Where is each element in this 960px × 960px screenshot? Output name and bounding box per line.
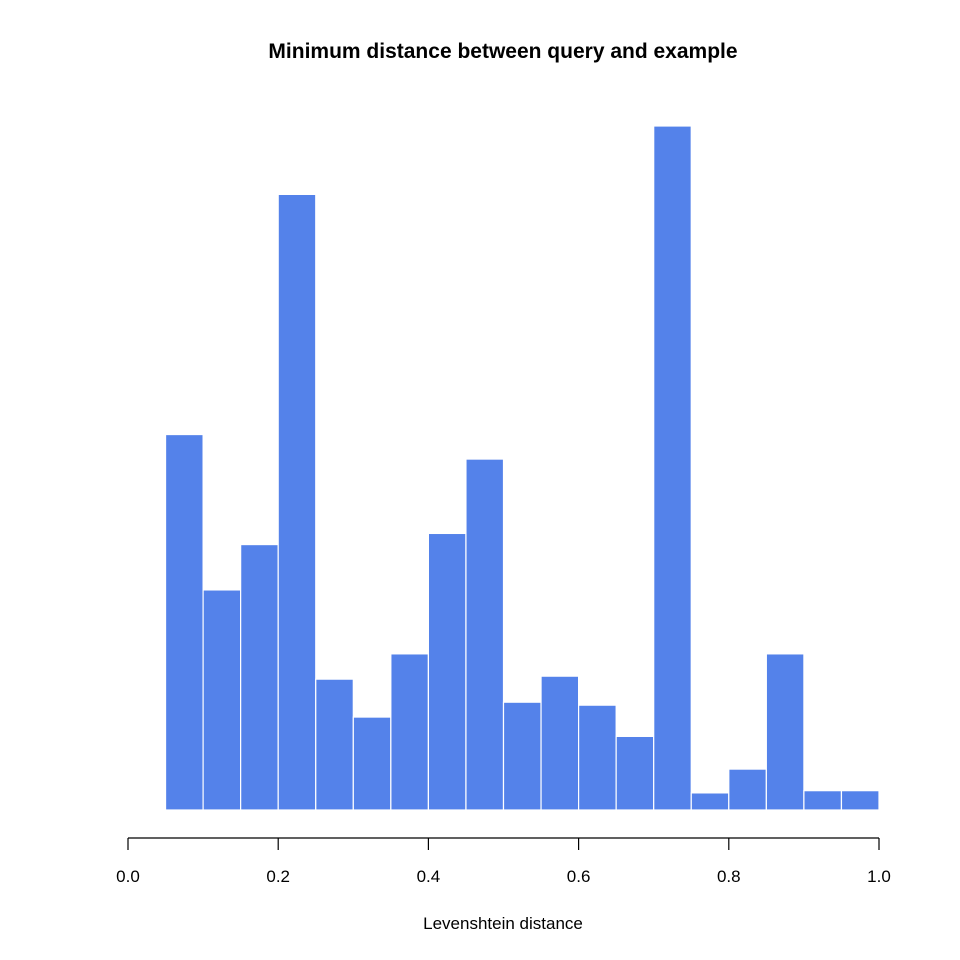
- histogram-bar: [653, 125, 692, 811]
- histogram-bar: [277, 193, 317, 811]
- histogram-bar: [315, 678, 354, 811]
- x-tick-label: 0.4: [417, 867, 441, 886]
- histogram-bar: [577, 704, 617, 811]
- histogram-bar: [240, 543, 279, 811]
- histogram-bar: [690, 792, 730, 811]
- x-tick-label: 1.0: [867, 867, 891, 886]
- histogram-bar: [840, 790, 880, 811]
- bars-group: [127, 125, 880, 811]
- histogram-bar: [615, 735, 655, 811]
- x-tick-label: 0.6: [567, 867, 591, 886]
- histogram-bar: [465, 458, 505, 811]
- histogram-bar: [502, 701, 542, 811]
- x-tick-label: 0.0: [116, 867, 140, 886]
- x-axis-label: Levenshtein distance: [423, 914, 583, 933]
- x-tick-label: 0.2: [266, 867, 290, 886]
- x-axis: 0.0 0.2 0.4 0.6 0.8 1.0: [116, 837, 891, 886]
- histogram-bar: [803, 790, 843, 811]
- histogram-bar: [127, 808, 167, 811]
- x-tick-label: 0.8: [717, 867, 741, 886]
- histogram-bar: [390, 653, 430, 811]
- histogram-bar: [352, 716, 392, 811]
- histogram-bar: [427, 532, 467, 811]
- histogram-bar: [164, 433, 204, 811]
- histogram-bar: [540, 675, 580, 811]
- histogram-bar: [202, 589, 242, 811]
- histogram-bar: [728, 768, 767, 811]
- histogram-bar: [765, 653, 805, 811]
- chart-title: Minimum distance between query and examp…: [268, 40, 737, 63]
